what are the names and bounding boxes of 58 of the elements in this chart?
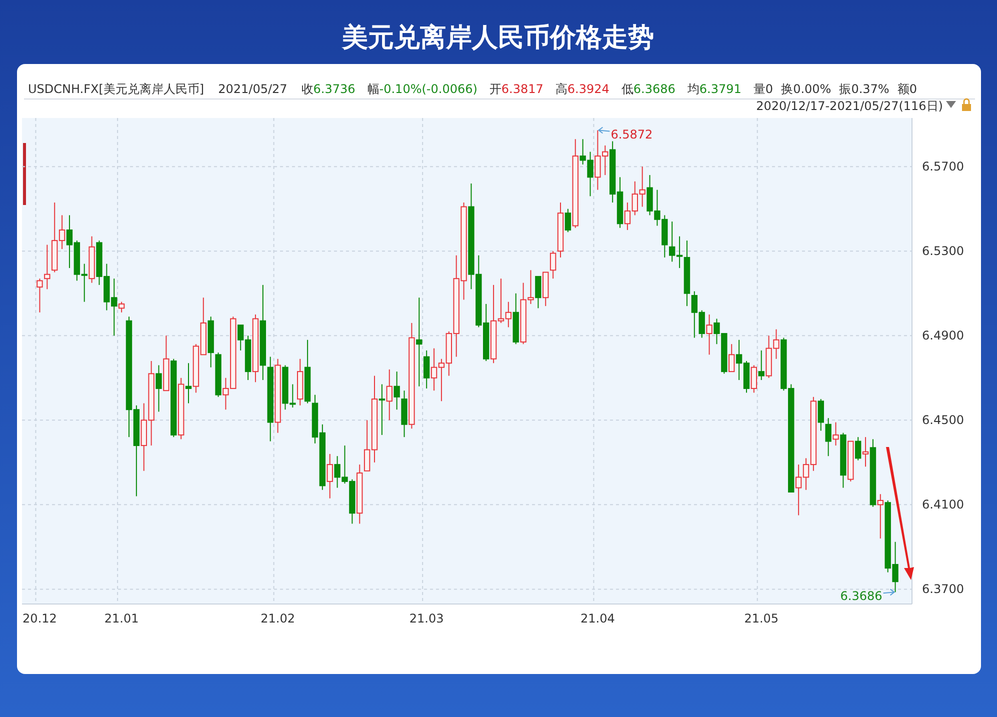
annotation: 6.5872 [610,127,653,142]
text: 2020/12/17-2021/05/27(116日) [756,99,943,113]
candlestick [394,371,400,410]
candlestick [326,453,333,499]
candlestick [535,276,542,309]
candlestick [862,436,869,468]
text: USDCNH.FX[美元兑离岸人民币] [28,82,204,96]
text: 高 [555,82,568,96]
candlestick [832,422,839,446]
candlestick [706,314,712,356]
candlestick [44,244,50,290]
candlestick [423,350,430,389]
candlestick [378,384,386,436]
candlestick [854,436,862,461]
candlestick [386,368,392,421]
candlestick [156,364,162,412]
candlestick [825,418,832,457]
candlestick [118,301,125,313]
text: 6.3817 [501,82,544,96]
y-tick-label: 6.3700 [922,582,964,596]
chart-title: 美元兑离岸人民币价格走势 [341,23,654,53]
annotation: 6.3686 [840,589,882,604]
text: 幅 [367,82,380,96]
text: 均 [686,82,700,96]
text: 6.3736 [313,82,356,96]
y-tick-label: 6.5700 [922,159,964,174]
text: 额0 [897,82,917,96]
y-tick-label: 6.4100 [922,498,964,512]
x-tick-label: 21.04 [580,612,615,626]
x-tick-label: 21.02 [260,612,295,626]
candlestick [818,398,824,432]
text: -0.10%(-0.0066) [379,82,478,96]
candlestick [416,297,422,387]
candlestick [550,250,556,280]
text: 振0.37% [839,82,890,96]
text: 收 [301,82,314,96]
candlestick [750,364,758,394]
candlestick [185,362,192,404]
x-tick-label: 21.01 [104,612,139,626]
y-tick-label: 6.4500 [922,413,964,428]
candlestick [877,494,884,539]
x-tick-label: 20.12 [22,612,57,626]
y-tick-label: 6.4900 [922,328,964,342]
text: 换0.00% [781,82,832,96]
candlestick [564,208,572,233]
x-tick-label: 21.05 [744,612,779,626]
text: 6.3791 [699,82,742,96]
text: 6.3686 [633,82,676,96]
x-tick-label: 21.03 [409,612,444,626]
candlestick [36,278,43,313]
text: 量0 [753,82,774,96]
text: 2021/05/27 [218,82,288,96]
candlestick [758,350,764,381]
y-tick-label: 6.5300 [922,244,964,258]
text: 开 [489,82,502,96]
text: 6.3924 [567,82,610,96]
text: 低 [621,82,634,96]
candlestick [728,344,735,372]
